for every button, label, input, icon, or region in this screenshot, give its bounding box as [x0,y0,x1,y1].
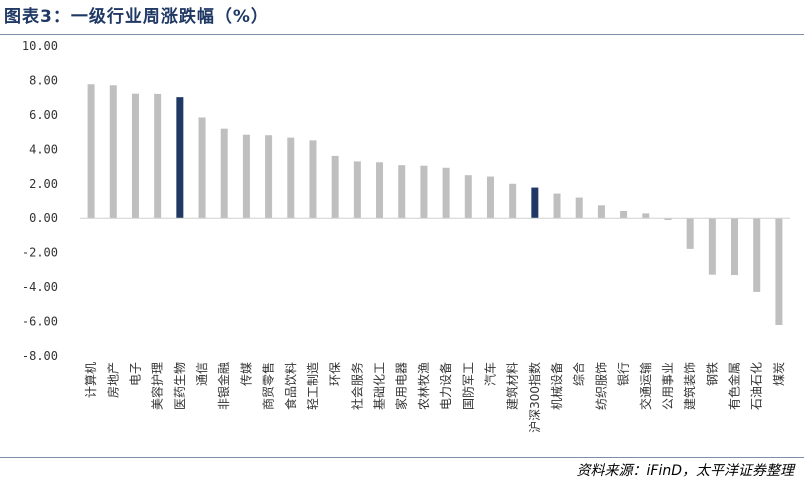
x-category-label: 医药生物 [173,362,187,410]
bar [87,84,95,219]
x-category-label: 基础化工 [373,362,387,410]
y-tick-label: 8.00 [29,73,58,87]
bar [509,183,517,219]
bar [731,218,739,276]
y-tick-label: 6.00 [29,108,58,122]
bar [620,210,628,219]
x-category-label: 非银金融 [216,362,231,410]
x-category-label: 建筑材料 [505,362,520,410]
bar-series [87,84,783,325]
x-category-label: 沪深300指数 [527,362,542,433]
x-category-label: 银行 [617,362,631,386]
bar [287,137,295,219]
x-category-label: 电力设备 [439,362,453,410]
x-category-label: 钢铁 [705,362,719,386]
x-axis-labels: 计算机 房地产 电子 美容护理 医药生物 通信 非银金融 传媒 商贸零售 食品饮料 轻工制造 环保 社会… [83,362,786,433]
x-category-label: 汽车 [482,362,497,386]
bar [109,85,117,219]
x-category-label: 家用电器 [394,362,409,410]
bar [642,213,650,219]
x-category-label: 石油石化 [750,362,764,410]
bar [154,93,162,219]
x-category-label: 纺织服饰 [594,362,608,410]
x-category-label: 通信 [195,362,209,386]
bar [398,165,406,219]
bar [686,218,694,249]
bar [309,140,317,219]
bar [597,205,605,219]
y-tick-label: -6.00 [22,315,58,329]
y-tick-label: 10.00 [22,39,58,53]
bar [265,135,273,219]
bar [220,128,228,219]
bar [753,218,761,292]
x-category-label: 建筑装饰 [682,362,697,410]
y-tick-label: 0.00 [29,211,58,225]
bar-chart: 10.00 8.00 6.00 4.00 2.00 0.00 -2.00 -4.00 -6.00… [22,39,790,433]
bar [353,161,361,219]
x-category-label: 商贸零售 [261,362,276,410]
x-category-label: 国防军工 [460,362,475,410]
chart-title: 图表3：一级行业周涨跌幅（%） [4,7,269,27]
bar [242,134,250,219]
chart-source: 资料来源：iFinD，太平洋证券整理 [576,463,795,479]
bar [176,97,184,219]
x-category-label: 美容护理 [150,362,165,410]
x-category-label: 有色金属 [727,362,742,410]
x-category-label: 机械设备 [549,362,564,410]
bar [486,176,494,219]
bar [575,197,583,219]
x-category-label: 社会服务 [349,362,364,410]
y-tick-label: -4.00 [22,280,58,294]
bar [531,187,539,219]
x-category-label: 计算机 [83,362,98,398]
y-tick-label: 2.00 [29,177,58,191]
x-category-label: 轻工制造 [306,362,320,410]
x-category-label: 煤炭 [772,362,786,386]
bar [664,218,672,220]
y-tick-label: 4.00 [29,142,58,156]
x-category-label: 房地产 [105,362,120,398]
bar [198,117,206,219]
x-category-label: 农林牧渔 [417,362,431,410]
x-category-label: 综合 [571,362,586,386]
title-divider [0,34,804,35]
x-category-label: 交通运输 [638,362,653,410]
x-category-label: 传媒 [238,362,253,386]
bar [442,167,450,219]
bar [376,162,384,219]
bar [331,155,339,219]
bar [775,218,783,325]
bar [420,165,428,219]
bar [553,193,561,219]
x-category-label: 公用事业 [661,362,675,410]
bar [131,93,139,219]
bar [708,218,716,275]
x-category-label: 食品饮料 [283,362,298,410]
y-axis-ticks: 10.00 8.00 6.00 4.00 2.00 0.00 -2.00 -4.00 -6.00… [22,39,58,363]
y-tick-label: -8.00 [22,349,58,363]
footer-divider [0,457,804,458]
x-category-label: 环保 [328,362,342,386]
x-category-label: 电子 [128,362,142,386]
bar [464,175,472,219]
y-tick-label: -2.00 [22,246,58,260]
